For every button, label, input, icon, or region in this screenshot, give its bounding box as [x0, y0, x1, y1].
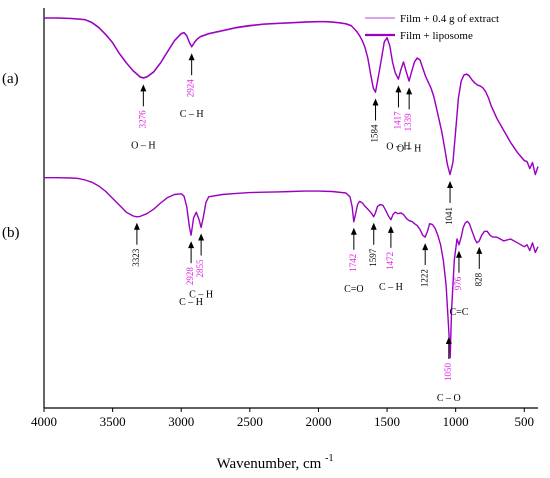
x-tick-label: 3500 — [100, 414, 126, 429]
x-axis-label: Wavenumber, cm -1 — [217, 453, 334, 472]
peak-arrowhead — [188, 241, 195, 249]
x-tick-label: 3000 — [168, 414, 194, 429]
peak-label: 3276 — [137, 110, 147, 128]
functional-group-label: C=O — [344, 284, 364, 295]
legend-label: Film + 0.4 g of extract — [400, 13, 499, 25]
peak-label: 1742 — [348, 254, 358, 272]
peak-label: 3323 — [131, 248, 141, 267]
peak-arrowhead — [370, 222, 377, 230]
peak-arrowhead — [406, 87, 413, 95]
peak-arrowhead — [140, 84, 147, 92]
legend: Film + 0.4 g of extract Film + liposome — [365, 13, 499, 42]
functional-group-label: C – H — [189, 290, 213, 301]
x-tick-label: 2500 — [237, 414, 263, 429]
series-line-b-0 — [44, 177, 539, 359]
peak-label: 1050 — [443, 363, 453, 382]
panel-label-b: (b) — [2, 225, 20, 241]
x-tick-label: 2000 — [305, 414, 331, 429]
peak-label: 1339 — [403, 113, 413, 132]
plot-frame — [43, 8, 538, 409]
peak-arrowhead — [387, 225, 394, 233]
functional-group-label: O – H — [386, 141, 410, 152]
functional-group-label: O – H — [131, 140, 155, 151]
functional-group-label: O – H — [397, 143, 421, 154]
peak-label: 2855 — [195, 259, 205, 278]
peak-arrowhead — [350, 227, 357, 235]
svg-text:Wavenumber, cm -1: Wavenumber, cm -1 — [217, 453, 334, 472]
x-tick-label: 1500 — [374, 414, 400, 429]
x-tick-label: 1000 — [443, 414, 469, 429]
peak-arrowhead — [372, 98, 379, 106]
peak-label: 828 — [473, 272, 483, 286]
panel-label-a: (a) — [2, 71, 19, 87]
peak-label: 1417 — [393, 111, 403, 130]
peak-arrowhead — [447, 180, 454, 188]
x-tick-label: 500 — [515, 414, 535, 429]
peak-arrowhead — [395, 85, 402, 93]
x-axis-unit-superscript: -1 — [325, 453, 333, 464]
x-axis: 4000 3500 3000 2500 2000 1500 1000 500 — [31, 408, 534, 429]
x-axis-title: Wavenumber, cm — [217, 456, 322, 472]
peak-label: 2924 — [186, 79, 196, 98]
peak-label: 2928 — [185, 267, 195, 286]
peak-arrowhead — [445, 337, 452, 344]
peak-arrowhead — [188, 53, 195, 61]
peak-arrowhead — [133, 222, 140, 230]
x-tick-label: 4000 — [31, 414, 57, 429]
peak-label: 1222 — [419, 269, 429, 287]
peak-label: 1597 — [368, 248, 378, 267]
peak-label: 1041 — [444, 207, 454, 225]
series-line-a-1 — [44, 17, 539, 176]
functional-group-label: C – O — [437, 393, 461, 404]
functional-group-label: C – H — [379, 282, 403, 293]
legend-label: Film + liposome — [400, 30, 473, 42]
panel-b: 3323 2928 2855 1742 1597 1472 1222 1050 976 828 C … — [44, 177, 539, 404]
peak-arrowhead — [198, 233, 205, 241]
peak-arrowhead — [422, 243, 429, 251]
peak-arrowhead — [455, 250, 462, 258]
functional-group-label: C – H — [180, 109, 204, 120]
peak-label: 1584 — [370, 124, 380, 143]
peak-arrowhead — [476, 246, 483, 254]
peak-label: 1472 — [385, 252, 395, 270]
panel-labels: (a) (b) — [2, 71, 20, 241]
peak-label: 976 — [453, 276, 463, 290]
functional-group-label: C – H — [179, 297, 203, 308]
functional-group-label: C=C — [449, 307, 468, 318]
